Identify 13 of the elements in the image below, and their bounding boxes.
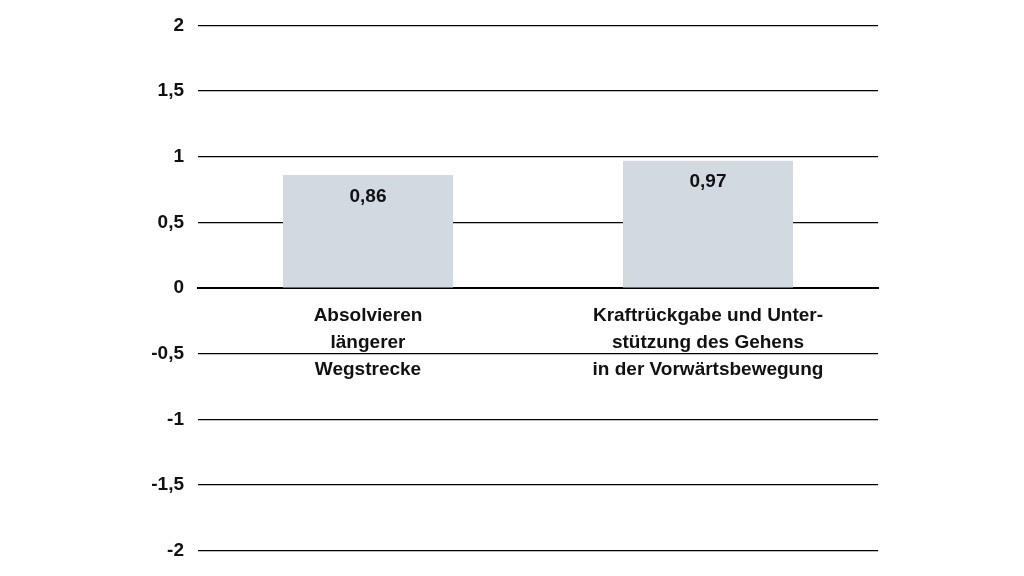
y-tick-label: 1 — [173, 144, 185, 166]
y-tick-label: -2 — [167, 538, 184, 560]
x-tick-label: Kraftrückgabe und Unter- stützung des Gehens in der Vorwärtsbewegung — [592, 303, 824, 379]
y-tick-label: -0,5 — [151, 341, 185, 363]
data-label: 0,97 — [689, 170, 727, 192]
y-tick-label: 1,5 — [157, 79, 185, 101]
y-tick-label: -1,5 — [151, 473, 185, 495]
data-label: 0,86 — [349, 184, 387, 206]
y-tick-label: 0,5 — [157, 210, 185, 232]
y-tick-label: 0 — [173, 276, 184, 298]
y-tick-label: 2 — [173, 13, 184, 35]
x-tick-label: Absolvieren längerer Wegstrecke — [313, 303, 423, 379]
y-tick-label: -1 — [167, 407, 185, 429]
